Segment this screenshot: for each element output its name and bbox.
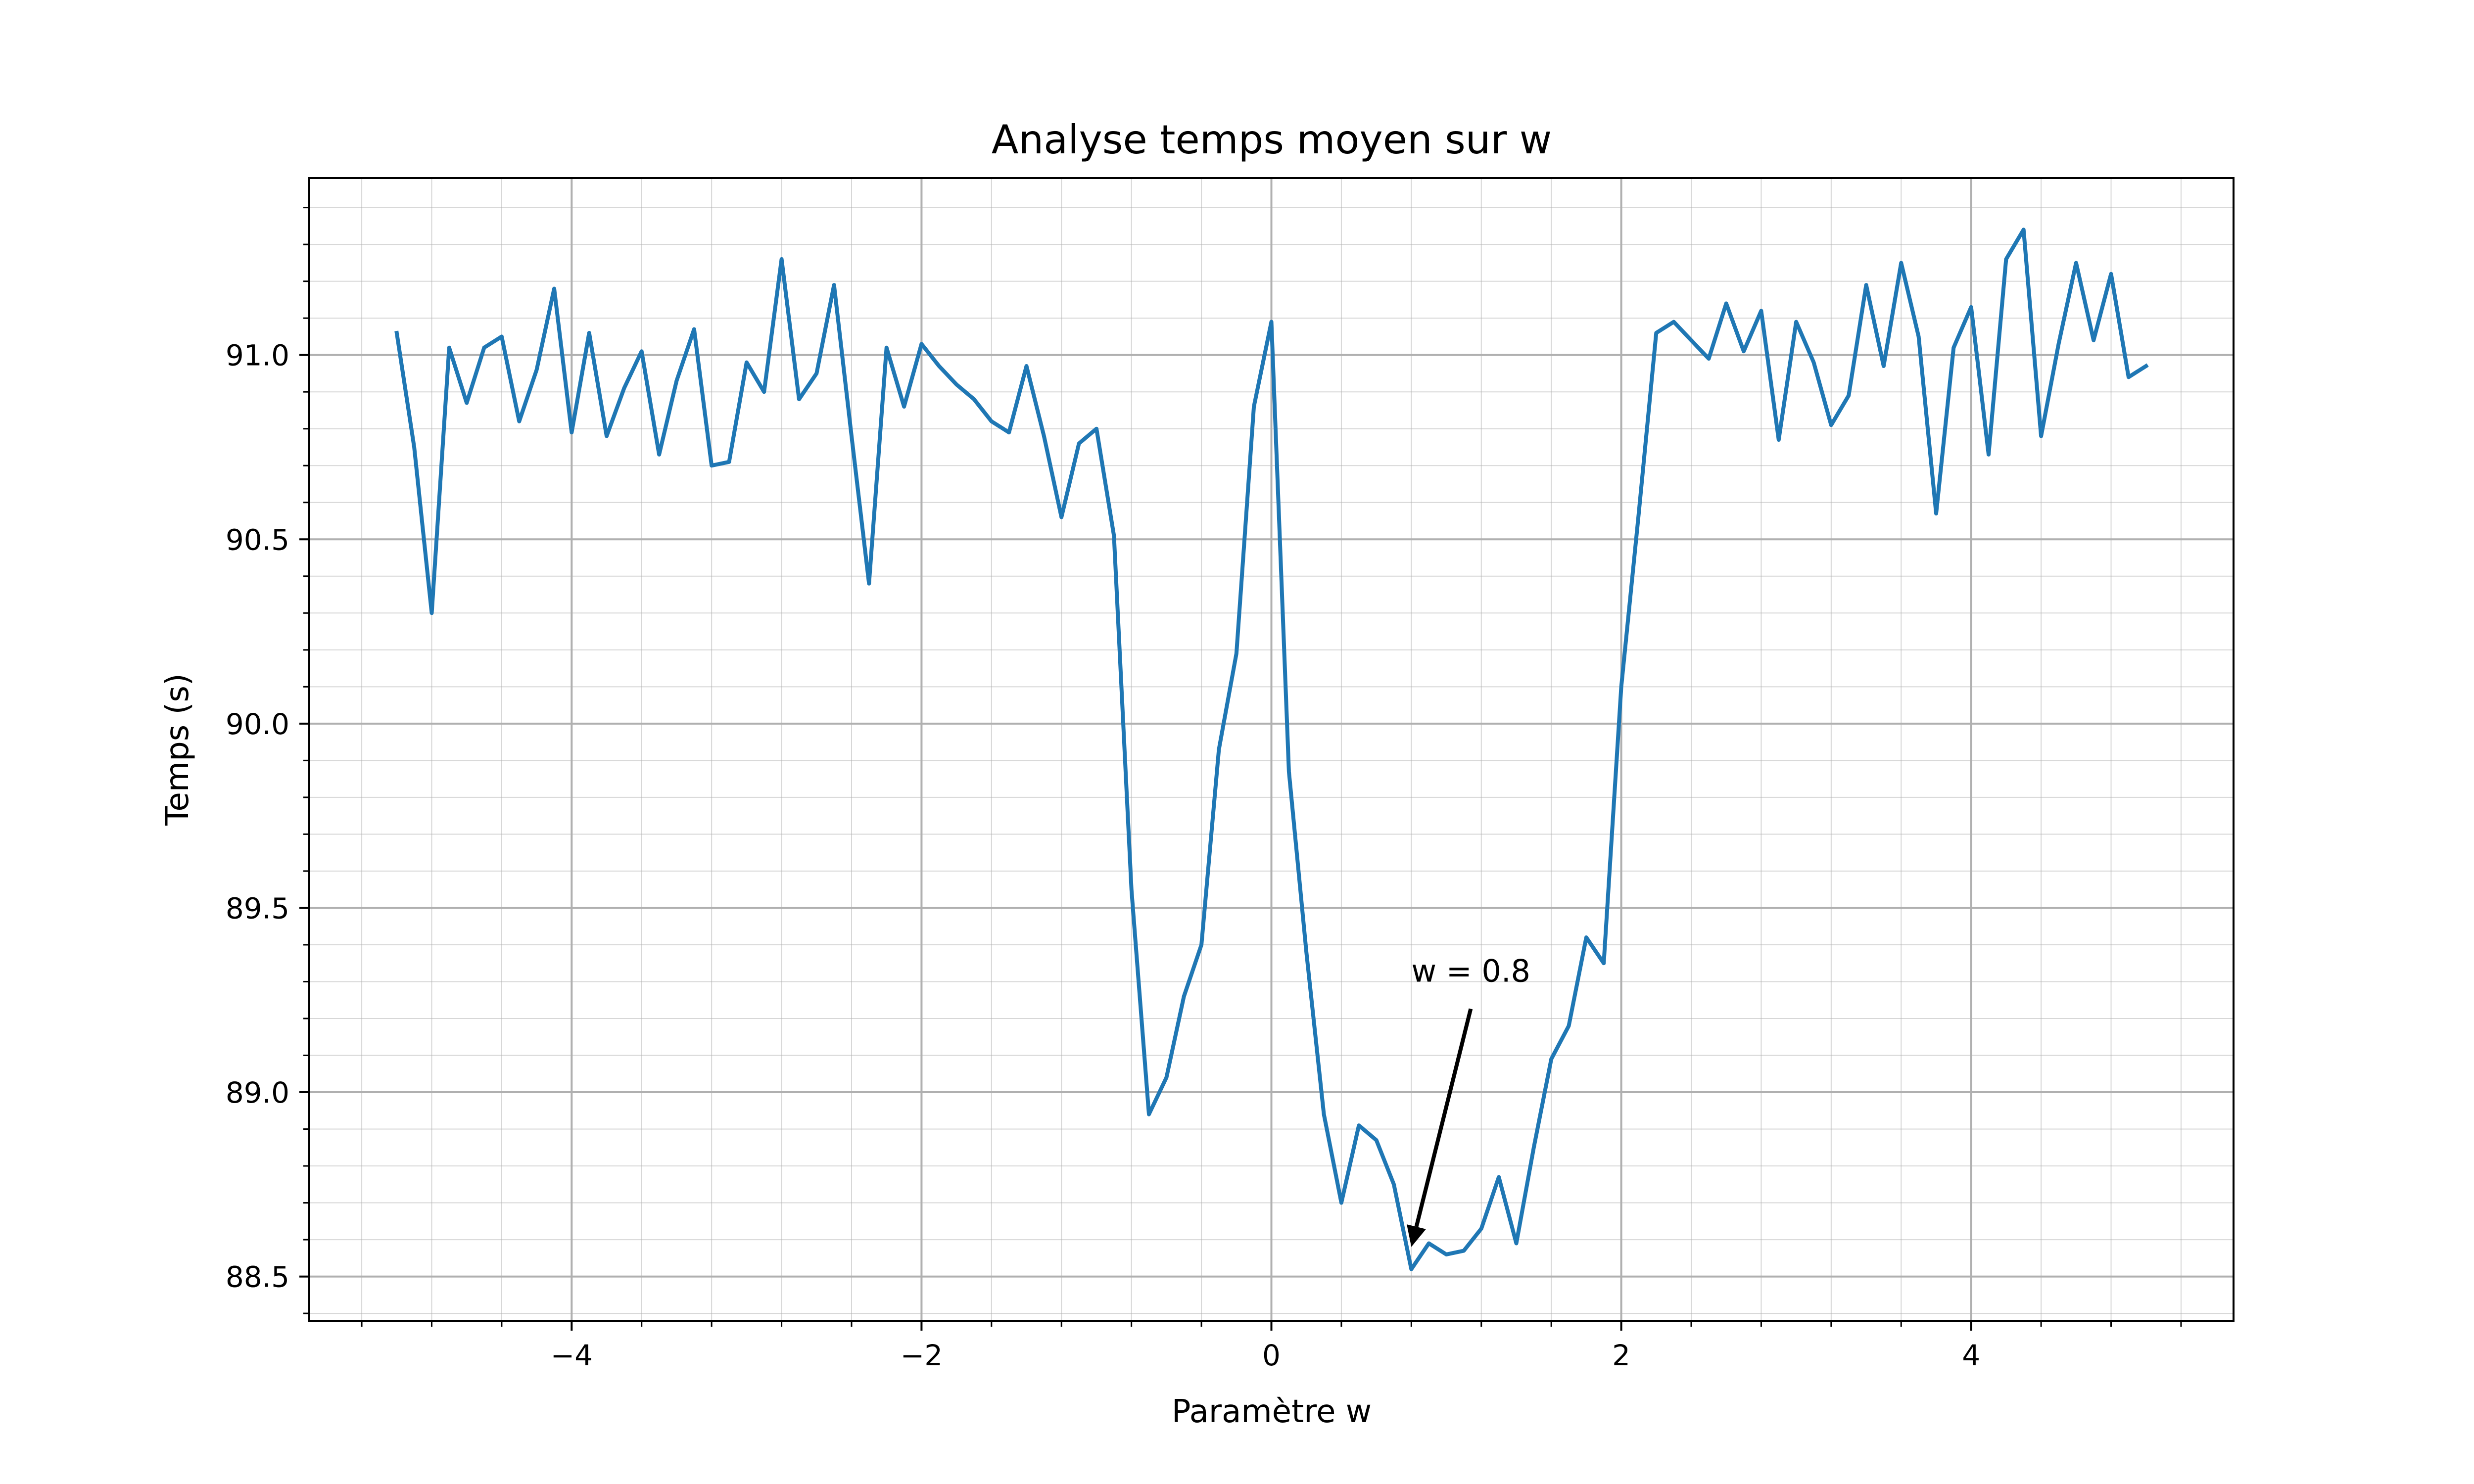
y-tick-label: 90.0 (226, 707, 289, 741)
y-tick-label: 89.5 (226, 891, 289, 925)
x-tick-label: −4 (551, 1339, 593, 1372)
annotation: w = 0.8 (1407, 953, 1530, 1247)
y-axis-label: Temps (s) (159, 673, 196, 826)
annotation-arrow (1414, 1008, 1473, 1227)
major-grid (309, 178, 2234, 1321)
series-line (394, 228, 2149, 1271)
y-tick-label: 88.5 (226, 1260, 289, 1294)
x-tick-label: 4 (1962, 1339, 1980, 1372)
annotation-label: w = 0.8 (1411, 953, 1530, 989)
y-axis-ticks: 88.5 89.0 89.5 90.0 90.5 91.0 (226, 207, 309, 1314)
y-tick-label: 91.0 (226, 339, 289, 372)
x-tick-label: 2 (1612, 1339, 1630, 1372)
x-axis-label: Paramètre w (1172, 1393, 1372, 1430)
y-tick-label: 90.5 (226, 523, 289, 556)
chart-title: Analyse temps moyen sur w (992, 117, 1552, 163)
y-tick-label: 89.0 (226, 1076, 289, 1110)
annotation-arrow-head (1407, 1224, 1426, 1247)
x-axis-ticks: −4 −2 0 2 4 (361, 1321, 2182, 1372)
x-tick-label: −2 (901, 1339, 943, 1372)
x-tick-label: 0 (1262, 1339, 1281, 1372)
